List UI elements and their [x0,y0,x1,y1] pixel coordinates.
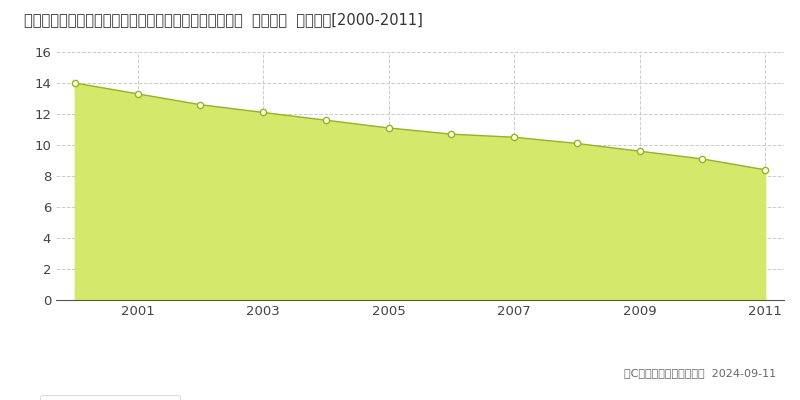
Text: （C）土地価格ドットコム  2024-09-11: （C）土地価格ドットコム 2024-09-11 [624,368,776,378]
Text: 栃木県芳賀郡芳賀町大字下高根沢字座王３９９８番９外  地価公示  地価推移[2000-2011]: 栃木県芳賀郡芳賀町大字下高根沢字座王３９９８番９外 地価公示 地価推移[2000… [24,12,423,27]
Legend: 地価公示 平均坪単価(万円/坪): 地価公示 平均坪単価(万円/坪) [41,395,180,400]
